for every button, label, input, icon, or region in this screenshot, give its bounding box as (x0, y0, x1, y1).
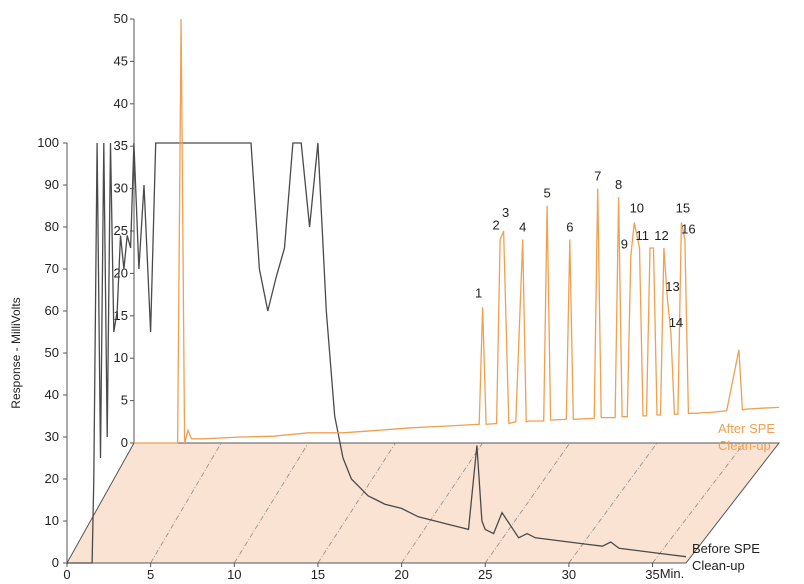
x-ticks: 0 5 10 15 20 25 30 35 (63, 563, 660, 582)
before-spe-label: Before SPE Clean-up (692, 541, 764, 573)
peak-label: 15 (676, 201, 690, 216)
front-y-ticks: 0 10 20 30 40 50 60 70 80 90 100 (37, 135, 67, 570)
front-y-tick-label: 0 (52, 555, 59, 570)
back-y-tick-label: 50 (114, 11, 128, 26)
peak-label: 2 (492, 217, 499, 232)
back-y-tick-label: 30 (114, 181, 128, 196)
floor-lines (150, 442, 745, 564)
x-tick-label: 35 (645, 567, 659, 582)
x-tick-label: 15 (311, 567, 325, 582)
front-y-tick-label: 20 (45, 471, 59, 486)
back-y-tick-label: 20 (114, 265, 128, 280)
front-y-tick-label: 40 (45, 387, 59, 402)
after-spe-line (134, 18, 780, 444)
floor-grid-line (401, 442, 483, 564)
x-tick-label: 5 (147, 567, 154, 582)
floor-plane (66, 442, 781, 564)
front-y-tick-label: 90 (45, 177, 59, 192)
x-tick-label: 0 (63, 567, 70, 582)
before-spe-label-line1: Before SPE (692, 541, 760, 556)
x-axis-label: Min. (660, 566, 685, 581)
floor-grid-line (150, 442, 222, 564)
before-spe-line (67, 142, 687, 564)
floor-grid-line (568, 442, 658, 564)
back-y-tick-label: 40 (114, 96, 128, 111)
back-y-tick-label: 45 (114, 53, 128, 68)
peak-label: 4 (519, 219, 526, 234)
peak-label: 12 (654, 228, 668, 243)
back-y-tick-label: 10 (114, 350, 128, 365)
peak-label: 1 (475, 285, 482, 300)
floor-grid-line (484, 442, 571, 564)
front-y-tick-label: 10 (45, 513, 59, 528)
back-y-tick-label: 0 (121, 435, 128, 450)
peak-label: 11 (636, 228, 650, 243)
peak-label: 3 (502, 205, 509, 220)
back-y-tick-label: 35 (114, 138, 128, 153)
peak-label: 5 (544, 186, 551, 201)
before-spe-label-line2: Clean-up (692, 558, 745, 573)
peak-label: 6 (566, 219, 573, 234)
back-y-tick-label: 5 (121, 393, 128, 408)
peak-label: 13 (665, 279, 679, 294)
front-y-tick-label: 60 (45, 303, 59, 318)
x-tick-label: 20 (394, 567, 408, 582)
peak-label: 14 (669, 315, 683, 330)
y-axis-label: Response - MilliVolts (9, 297, 23, 408)
peak-label: 10 (630, 201, 644, 216)
front-y-tick-label: 50 (45, 345, 59, 360)
peak-label: 16 (681, 221, 695, 236)
peak-label: 9 (621, 236, 628, 251)
x-tick-label: 30 (562, 567, 576, 582)
front-y-tick-label: 100 (37, 135, 59, 150)
after-spe-label: After SPE Clean-up (718, 421, 779, 453)
after-spe-label-line1: After SPE (718, 421, 775, 436)
x-tick-label: 10 (227, 567, 241, 582)
front-y-tick-label: 30 (45, 429, 59, 444)
peak-label: 8 (615, 177, 622, 192)
front-y-tick-label: 70 (45, 261, 59, 276)
after-spe-label-line2: Clean-up (718, 438, 771, 453)
floor-grid-line (317, 442, 396, 564)
floor-grid-line (233, 442, 309, 564)
front-y-tick-label: 80 (45, 219, 59, 234)
peak-label: 7 (594, 169, 601, 184)
x-tick-label: 25 (478, 567, 492, 582)
back-y-tick-label: 25 (114, 223, 128, 238)
